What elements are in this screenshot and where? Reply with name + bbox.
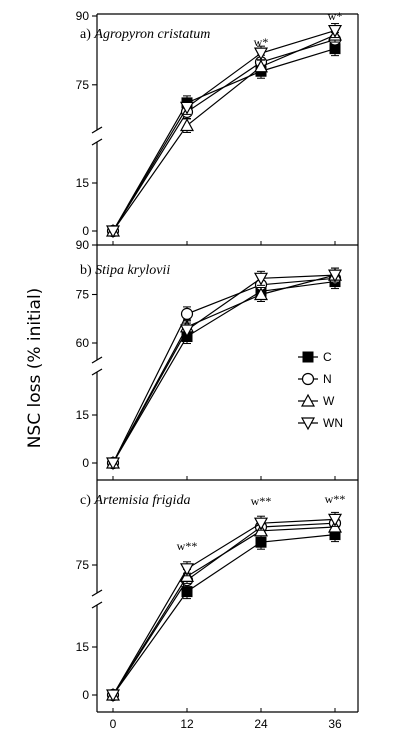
data-point [179,324,195,338]
significance-label: w** [325,492,346,506]
axis-break-mark [91,601,103,609]
panel-title-prefix: a) [80,27,94,42]
legend-item: N [298,372,332,386]
data-point [253,47,269,61]
legend-item: WN [298,416,343,431]
data-point [179,101,195,115]
data-point [253,517,269,531]
chart-panel: 0 15 75 0 12 24 36 c) Artemisia frigida w** w** w*… [76,479,359,731]
series-n [106,32,342,238]
y-tick-label: 75 [76,288,90,302]
series-n [106,270,342,470]
series-line [112,534,336,696]
y-tick-label: 0 [82,688,89,702]
series-line [112,39,336,232]
series-wn [105,267,343,471]
series-w [105,27,343,237]
data-point [327,513,343,527]
legend-label: WN [323,416,343,430]
axis-break-mark [91,589,103,597]
legend-label: C [323,350,332,364]
series-wn [105,511,343,703]
y-tick-label: 15 [76,176,90,190]
panel-title-species: Stipa krylovii [95,263,170,278]
legend-item: C [298,350,332,364]
y-axis-label: NSC loss (% initial) [25,288,45,449]
series-line [112,518,336,696]
legend-label: W [323,394,335,408]
x-tick-label: 24 [254,717,268,731]
series-line [112,526,336,696]
data-point [327,269,343,283]
y-tick-label: 90 [76,238,90,252]
panel-title-species: Artemisia frigida [93,493,190,508]
series-w [105,519,343,701]
series-w [105,267,343,469]
significance-label: w* [328,9,343,23]
significance-label: w** [251,494,272,508]
chart-panel: 0 15 75 90 a) Agropyron cristatum w* w* [76,9,359,245]
data-point [327,24,343,38]
y-tick-label: 0 [82,224,89,238]
y-tick-label: 60 [76,336,90,350]
data-point [253,287,269,301]
y-tick-label: 15 [76,640,90,654]
panel-title: a) Agropyron cristatum [80,27,210,42]
series-line [112,277,336,464]
panel-title-prefix: c) [80,493,94,508]
data-point [105,457,121,471]
series-line [112,29,336,232]
panel-title-species: Agropyron cristatum [93,27,210,42]
axis-break-mark [91,126,103,134]
series-line [112,280,336,464]
series-line [112,34,336,232]
panels: 0 15 75 90 a) Agropyron cristatum w* w* 0 15 60 75… [76,9,359,731]
y-tick-label: 75 [76,78,90,92]
legend-marker [301,372,315,386]
data-point [180,307,194,320]
data-point [181,586,193,598]
y-tick-label: 75 [76,558,90,572]
series-wn [105,23,343,239]
series-line [112,274,336,464]
data-point [253,272,269,286]
x-tick-label: 12 [180,717,194,731]
legend-marker [302,351,314,363]
chart-panel: 0 15 60 75 90 b) Stipa krylovii [76,238,359,480]
data-point [179,563,195,577]
legend: CNW WN [298,350,343,431]
data-point [179,118,195,132]
y-tick-label: 0 [82,456,89,470]
panel-title: c) Artemisia frigida [80,493,190,508]
data-point [105,225,121,239]
series-line [112,48,336,232]
x-tick-label: 36 [328,717,342,731]
panel-title: b) Stipa krylovii [80,263,170,278]
legend-marker [300,417,316,431]
x-tick-label: 0 [110,717,117,731]
data-point [255,536,267,548]
significance-label: w** [177,539,198,553]
significance-label: w* [254,35,269,49]
series-line [112,274,336,464]
axis-break-mark [91,368,103,376]
axis-break-mark [91,138,103,146]
legend-item: W [298,393,335,408]
series-c [107,41,341,237]
series-n [106,515,342,702]
series-line [112,522,336,696]
legend-label: N [323,372,332,386]
panel-title-prefix: b) [80,263,95,278]
data-point [105,689,121,703]
axis-break-mark [91,356,103,364]
y-tick-label: 90 [76,9,90,23]
data-point [253,59,269,73]
legend-marker [300,393,316,407]
y-tick-label: 15 [76,408,90,422]
